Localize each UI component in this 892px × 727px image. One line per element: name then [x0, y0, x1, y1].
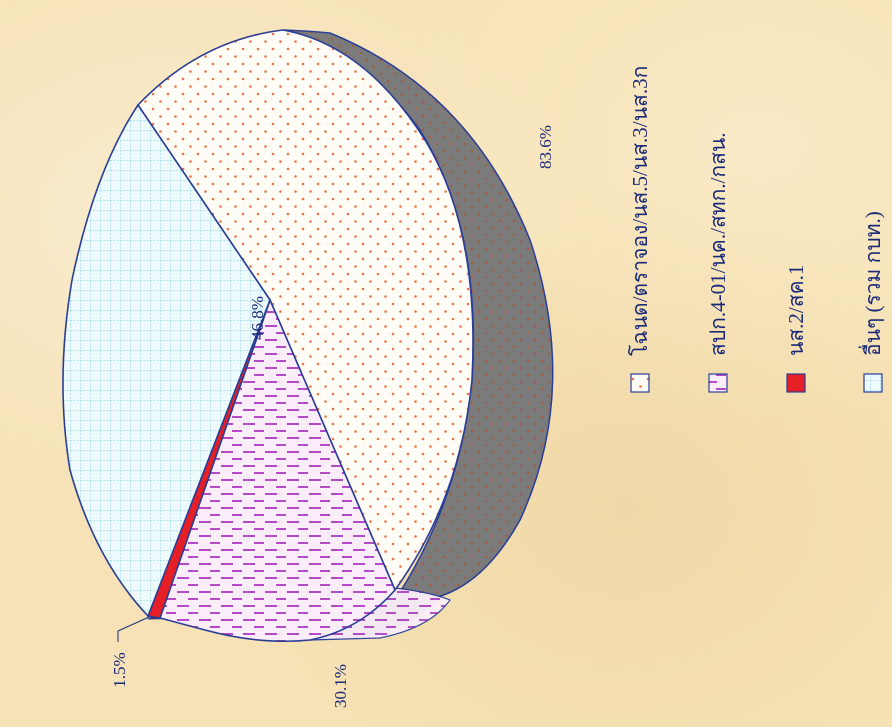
legend-swatch-grid: [863, 373, 883, 393]
pie-slice-1: [136, 29, 474, 592]
legend-swatch-red: [786, 373, 806, 393]
legend-label-2: สปก.4-01/นค./สทก./กสน.: [706, 132, 730, 356]
data-label-83-6: 83.6%: [536, 125, 555, 169]
legend-swatch-dashes: [708, 373, 728, 393]
legend-swatch-dots: [630, 373, 650, 393]
leader-line-1-5: [117, 616, 150, 642]
data-label-30-1: 30.1%: [331, 664, 350, 708]
pie-slice-2: [158, 297, 396, 643]
legend-label-4: อื่นๆ (รวม กบท.): [858, 211, 885, 356]
data-label-1-5: 1.5%: [110, 652, 129, 687]
legend: โฉนด/ตราจอง/นส.5/นส.3/นส.3ก สปก.4-01/นค.…: [628, 66, 885, 393]
legend-label-3: นส.2/สค.1: [784, 265, 808, 356]
legend-label-1: โฉนด/ตราจอง/นส.5/นส.3/นส.3ก: [628, 66, 652, 356]
data-label-46-8: 46.8%: [248, 296, 267, 340]
pie-slice-4: [62, 103, 271, 618]
